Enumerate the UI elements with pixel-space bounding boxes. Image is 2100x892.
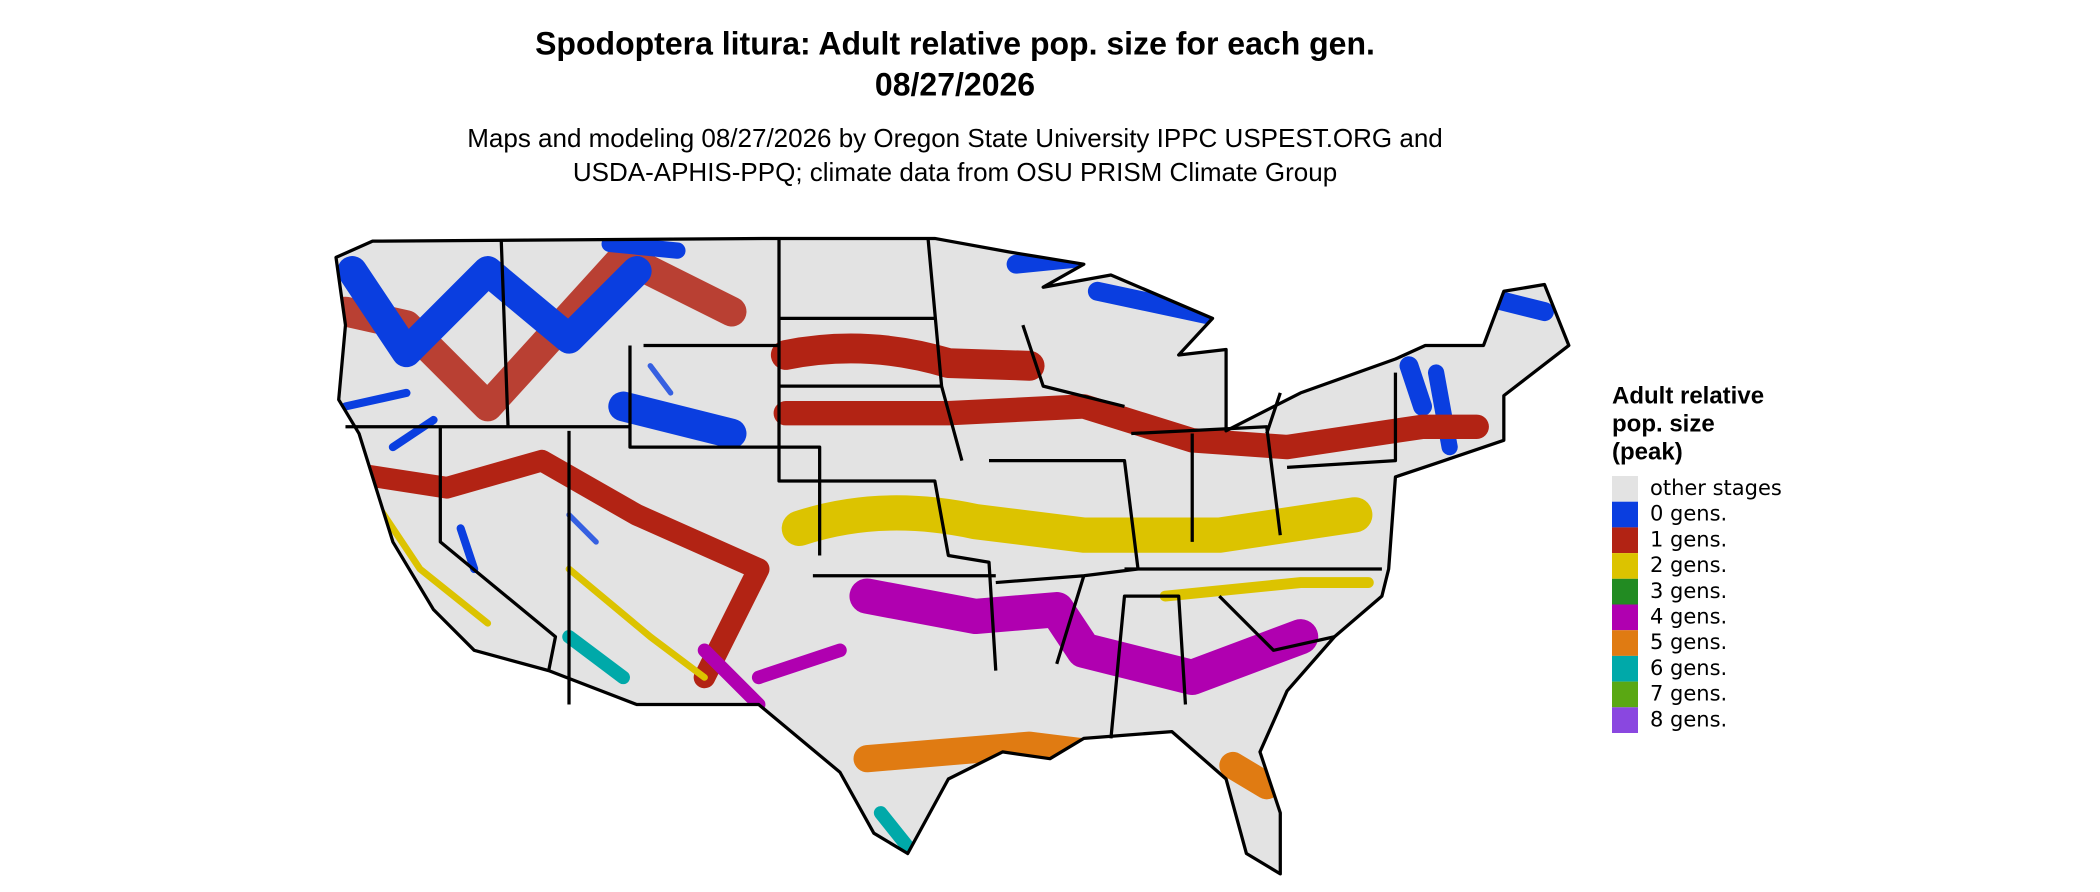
region bbox=[562, 629, 915, 854]
legend-swatch bbox=[1612, 630, 1638, 656]
region bbox=[601, 238, 686, 259]
legend-swatch bbox=[1612, 553, 1638, 579]
legend-swatch bbox=[1612, 707, 1638, 733]
legend-label: 8 gens. bbox=[1650, 707, 1727, 731]
legend-swatch bbox=[1612, 527, 1638, 554]
region bbox=[456, 524, 479, 574]
legend-label: 2 gens. bbox=[1650, 553, 1727, 577]
region bbox=[853, 731, 1281, 800]
legend-swatch bbox=[1612, 604, 1638, 631]
title: Spodoptera litura: Adult relative pop. s… bbox=[535, 25, 1375, 61]
legend-title: Adult relative bbox=[1612, 382, 1764, 409]
legend-label: 7 gens. bbox=[1650, 682, 1727, 706]
region bbox=[348, 449, 770, 689]
legend-label: 3 gens. bbox=[1650, 579, 1727, 603]
region bbox=[341, 388, 438, 452]
region bbox=[1006, 247, 1554, 416]
legend-swatch bbox=[1612, 476, 1638, 502]
legend-label: 5 gens. bbox=[1650, 630, 1727, 654]
legend-label: 4 gens. bbox=[1650, 605, 1727, 629]
region bbox=[770, 333, 1045, 381]
map bbox=[334, 236, 1571, 876]
legend-label: 1 gens. bbox=[1650, 527, 1727, 551]
legend-label: other stages bbox=[1650, 476, 1782, 500]
region bbox=[566, 363, 674, 545]
region bbox=[697, 643, 847, 712]
region bbox=[337, 256, 747, 449]
region bbox=[1159, 577, 1374, 602]
legend-title: (peak) bbox=[1612, 438, 1683, 465]
legend-swatch bbox=[1612, 501, 1638, 528]
date: 08/27/2026 bbox=[875, 66, 1035, 102]
legend-swatch bbox=[1612, 681, 1638, 708]
subtitle: Maps and modeling 08/27/2026 by Oregon S… bbox=[467, 123, 1443, 153]
legend-title: pop. size bbox=[1612, 410, 1715, 437]
region bbox=[849, 578, 1319, 696]
legend-swatch bbox=[1612, 655, 1638, 682]
subtitle: USDA-APHIS-PPQ; climate data from OSU PR… bbox=[573, 157, 1337, 187]
legend-label: 0 gens. bbox=[1650, 502, 1727, 526]
legend-label: 6 gens. bbox=[1650, 656, 1727, 680]
region bbox=[781, 495, 1373, 553]
legend-swatch bbox=[1612, 578, 1638, 605]
state-borders bbox=[334, 236, 1571, 876]
